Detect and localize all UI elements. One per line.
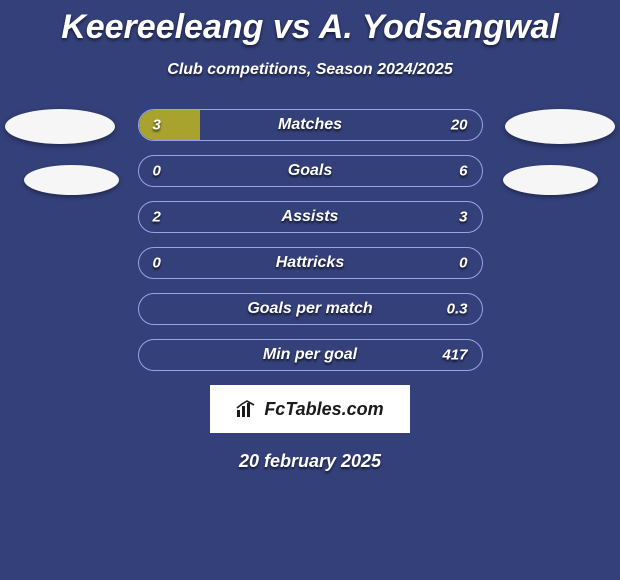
metric-label: Assists bbox=[139, 208, 482, 226]
metric-row: 23Assists bbox=[138, 201, 483, 233]
page-title: Keereeleang vs A. Yodsangwal bbox=[0, 0, 620, 47]
metric-row: 00Hattricks bbox=[138, 247, 483, 279]
metric-row: 417Min per goal bbox=[138, 339, 483, 371]
date-label: 20 february 2025 bbox=[0, 451, 620, 472]
metric-label: Min per goal bbox=[139, 346, 482, 364]
player2-photo-bottom bbox=[503, 165, 598, 195]
player1-photo-bottom bbox=[24, 165, 119, 195]
metric-row: 06Goals bbox=[138, 155, 483, 187]
subtitle: Club competitions, Season 2024/2025 bbox=[0, 61, 620, 79]
branding-badge: FcTables.com bbox=[210, 385, 410, 433]
metric-label: Goals bbox=[139, 162, 482, 180]
metric-rows: 320Matches 06Goals 23Assists 00Hattricks 0.3… bbox=[138, 109, 483, 371]
metric-label: Goals per match bbox=[139, 300, 482, 318]
player2-photo-top bbox=[505, 109, 615, 144]
chart-icon bbox=[236, 400, 258, 418]
player1-photo-top bbox=[5, 109, 115, 144]
metric-row: 320Matches bbox=[138, 109, 483, 141]
metric-label: Hattricks bbox=[139, 254, 482, 272]
comparison-chart: 320Matches 06Goals 23Assists 00Hattricks 0.3… bbox=[0, 109, 620, 371]
branding-label: FcTables.com bbox=[264, 399, 383, 420]
metric-row: 0.3Goals per match bbox=[138, 293, 483, 325]
metric-label: Matches bbox=[139, 116, 482, 134]
